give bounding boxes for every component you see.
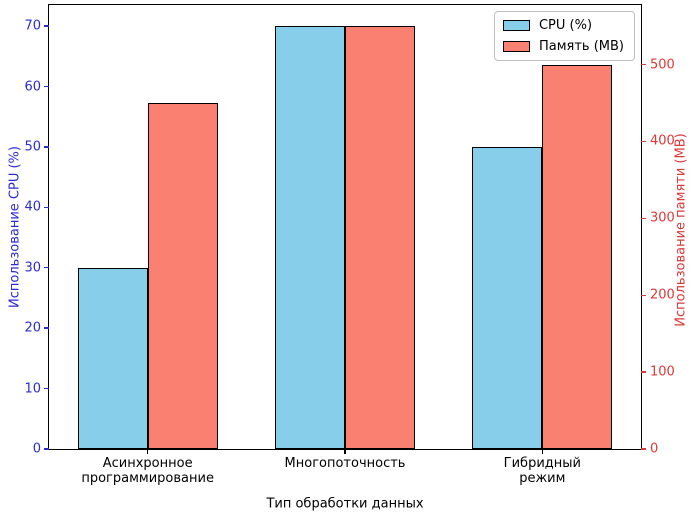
y-tick-mark-right: [641, 448, 646, 450]
y-tick-label-left: 60: [24, 79, 41, 95]
y-tick-mark-right: [641, 371, 646, 373]
x-tick-mark: [344, 449, 346, 454]
y-tick-label-left: 10: [24, 381, 41, 397]
y-tick-mark-left: [44, 267, 49, 269]
x-tick-label: Гибридный режим: [503, 456, 581, 487]
y-tick-label-right: 0: [650, 441, 659, 457]
y-tick-mark-right: [641, 294, 646, 296]
y-tick-label-left: 70: [24, 18, 41, 34]
y-tick-mark-right: [641, 140, 646, 143]
y-tick-label-right: 400: [650, 133, 675, 149]
y-tick-mark-left: [44, 25, 49, 27]
y-tick-label-right: 100: [650, 364, 675, 380]
legend-label: CPU (%): [538, 18, 593, 33]
x-tick-label: Асинхронное программирование: [81, 456, 214, 487]
y-tick-label-right: 500: [650, 57, 675, 73]
bar-left-0: [77, 267, 148, 449]
x-tick-mark: [541, 449, 544, 454]
y-axis-right-label: Использование памяти (MB): [673, 133, 689, 327]
bar-right-0: [147, 103, 218, 449]
y-tick-mark-right: [641, 63, 646, 66]
legend-swatch: [502, 20, 530, 31]
bar-left-1: [275, 26, 345, 449]
x-axis-label: Тип обработки данных: [266, 496, 424, 512]
y-tick-label-right: 200: [650, 287, 675, 303]
x-tick-label: Многопоточность: [284, 456, 406, 471]
bar-left-2: [472, 146, 543, 449]
y-tick-label-left: 50: [24, 139, 41, 155]
y-tick-mark-left: [44, 85, 49, 88]
legend-swatch: [502, 41, 530, 52]
plot-area: Асинхронное программирование Многопоточно…: [24, 4, 675, 486]
legend-label: Память (MB): [538, 39, 624, 54]
y-tick-label-right: 300: [650, 210, 675, 226]
x-tick-mark: [146, 449, 149, 454]
y-tick-label-left: 30: [24, 260, 41, 276]
y-tick-label-left: 0: [32, 441, 41, 457]
legend-item: Память (MB): [502, 39, 624, 54]
bar-right-2: [542, 64, 613, 449]
legend: CPU (%) Память (MB): [493, 11, 635, 61]
y-tick-mark-left: [44, 448, 49, 450]
y-tick-mark-left: [44, 206, 49, 209]
legend-item: CPU (%): [502, 18, 624, 33]
y-tick-mark-left: [44, 146, 49, 148]
y-axis-left-label: Использование CPU (%): [7, 146, 23, 308]
y-tick-label-left: 40: [24, 199, 41, 215]
y-tick-mark-right: [641, 217, 646, 220]
y-tick-label-left: 20: [24, 320, 41, 336]
y-tick-mark-left: [44, 387, 49, 390]
y-tick-mark-left: [44, 327, 49, 329]
bar-right-1: [345, 26, 415, 449]
